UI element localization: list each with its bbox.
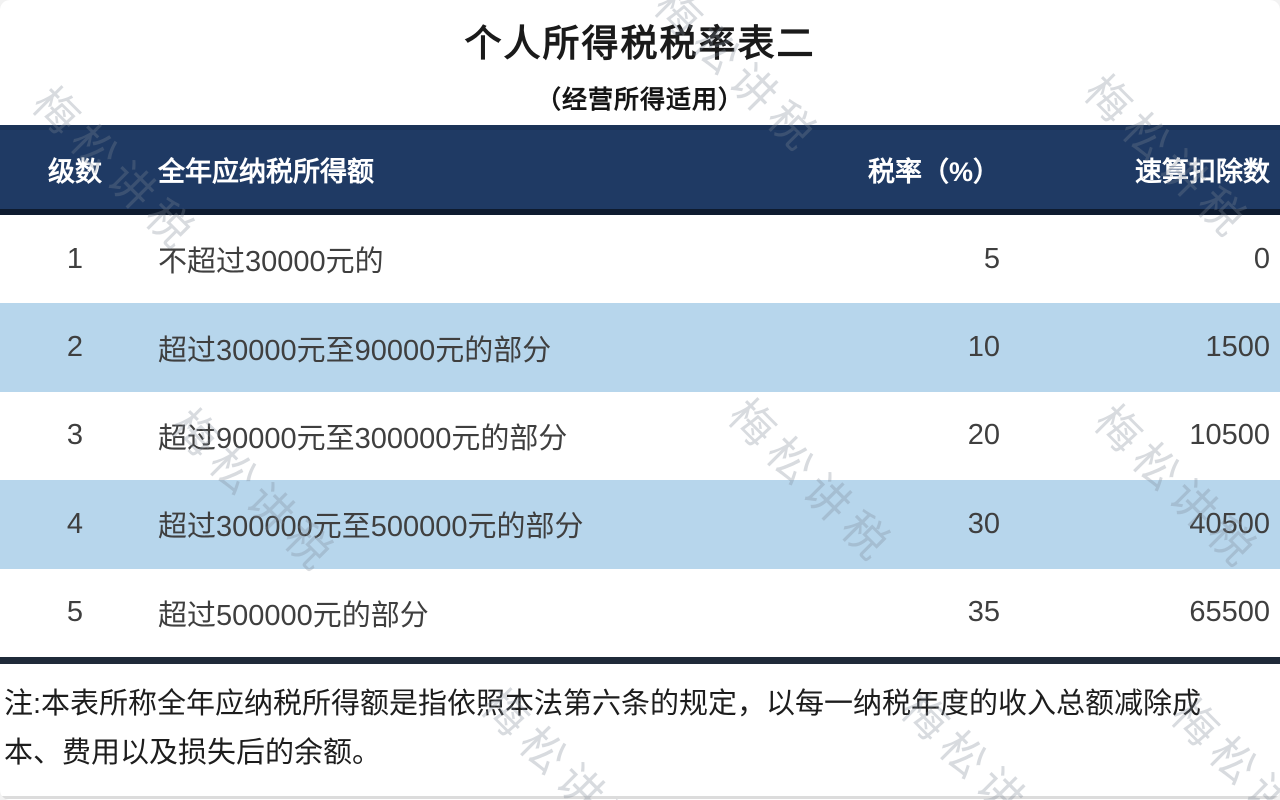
table-row: 4 超过300000元至500000元的部分 30 40500 <box>0 480 1280 569</box>
table-row: 2 超过30000元至90000元的部分 10 1500 <box>0 303 1280 392</box>
cell-grade: 4 <box>66 507 84 540</box>
cell-grade: 2 <box>66 331 84 364</box>
cell-grade: 3 <box>66 419 84 452</box>
cell-grade: 1 <box>66 242 84 275</box>
cell-income: 超过300000元至500000元的部分 <box>158 511 584 544</box>
table-row: 5 超过500000元的部分 35 65500 <box>0 568 1280 657</box>
cell-rate: 30 <box>967 507 1000 540</box>
cell-grade: 5 <box>66 596 84 629</box>
cell-deduction: 40500 <box>1189 507 1270 540</box>
cell-income: 不超过30000元的 <box>158 246 384 279</box>
column-header-grade: 级数 <box>48 157 102 187</box>
cell-income: 超过30000元至90000元的部分 <box>158 334 552 367</box>
table-row: 1 不超过30000元的 5 0 <box>0 215 1280 304</box>
tax-rate-table: 级数 全年应纳税所得额 税率（%） 速算扣除数 1 不超过30000元的 5 0… <box>0 125 1280 664</box>
footnote: 注:本表所称全年应纳税所得额是指依照本法第六条的规定，以每一纳税年度的收入总额减… <box>4 687 1202 769</box>
cell-rate: 35 <box>967 596 1000 629</box>
cell-deduction: 1500 <box>1205 331 1270 364</box>
cell-rate: 5 <box>983 242 1000 275</box>
cell-deduction: 10500 <box>1189 419 1270 452</box>
table-row: 3 超过90000元至300000元的部分 20 10500 <box>0 391 1280 481</box>
cell-rate: 10 <box>967 331 1000 364</box>
bottom-divider <box>0 796 1280 799</box>
cell-deduction: 0 <box>1253 242 1270 275</box>
page-subtitle: （经营所得适用） <box>535 86 744 114</box>
cell-rate: 20 <box>967 419 1000 452</box>
column-header-deduction: 速算扣除数 <box>1135 157 1270 187</box>
page-title: 个人所得税税率表二 <box>464 23 816 64</box>
column-header-rate: 税率（%） <box>867 157 1000 187</box>
table-header-row: 级数 全年应纳税所得额 税率（%） 速算扣除数 <box>0 125 1280 215</box>
cell-deduction: 65500 <box>1189 596 1270 629</box>
cell-income: 超过500000元的部分 <box>158 599 429 632</box>
cell-income: 超过90000元至300000元的部分 <box>158 422 568 455</box>
column-header-income: 全年应纳税所得额 <box>158 157 374 187</box>
